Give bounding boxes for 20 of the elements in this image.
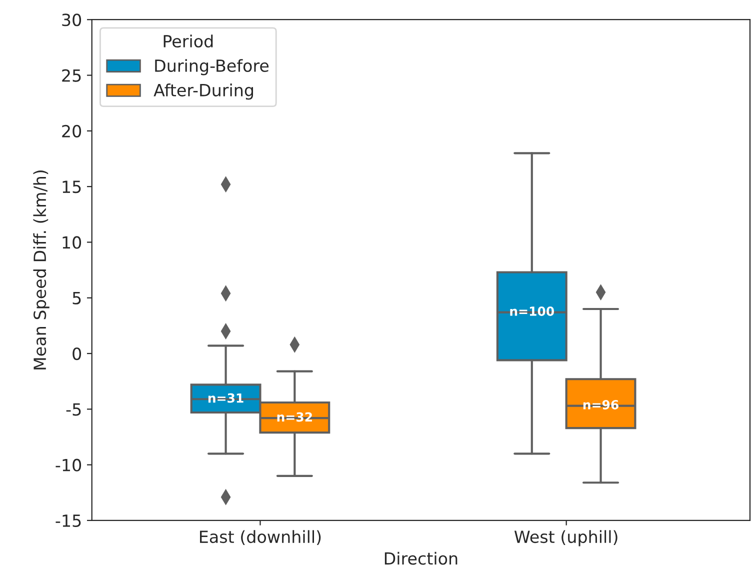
y-tick-label: 5: [72, 292, 81, 304]
y-tick-label: 0: [72, 347, 82, 360]
y-tick-label: -5: [66, 403, 81, 416]
x-axis-title: Direction: [384, 552, 458, 565]
y-axis-title: Mean Speed Diff. (km/h): [33, 170, 50, 370]
legend-title: Period: [164, 34, 213, 48]
x-tick-label: West (uphill): [514, 530, 618, 546]
y-tick-label: 20: [62, 124, 82, 138]
text: n=100: [510, 306, 554, 316]
y-tick-label: -10: [56, 458, 82, 472]
y-tick-label: 15: [62, 180, 81, 194]
legend-label: During-Before: [155, 59, 269, 76]
text: n=96: [583, 400, 618, 410]
x-tick-label: East (downhill): [200, 530, 321, 546]
y-tick-label: 10: [62, 236, 82, 249]
y-tick-label: -15: [56, 514, 81, 528]
y-tick-label: 30: [62, 14, 82, 26]
legend-label: After-During: [154, 84, 254, 100]
y-tick-label: 25: [62, 69, 81, 82]
text: n=31: [208, 393, 244, 403]
